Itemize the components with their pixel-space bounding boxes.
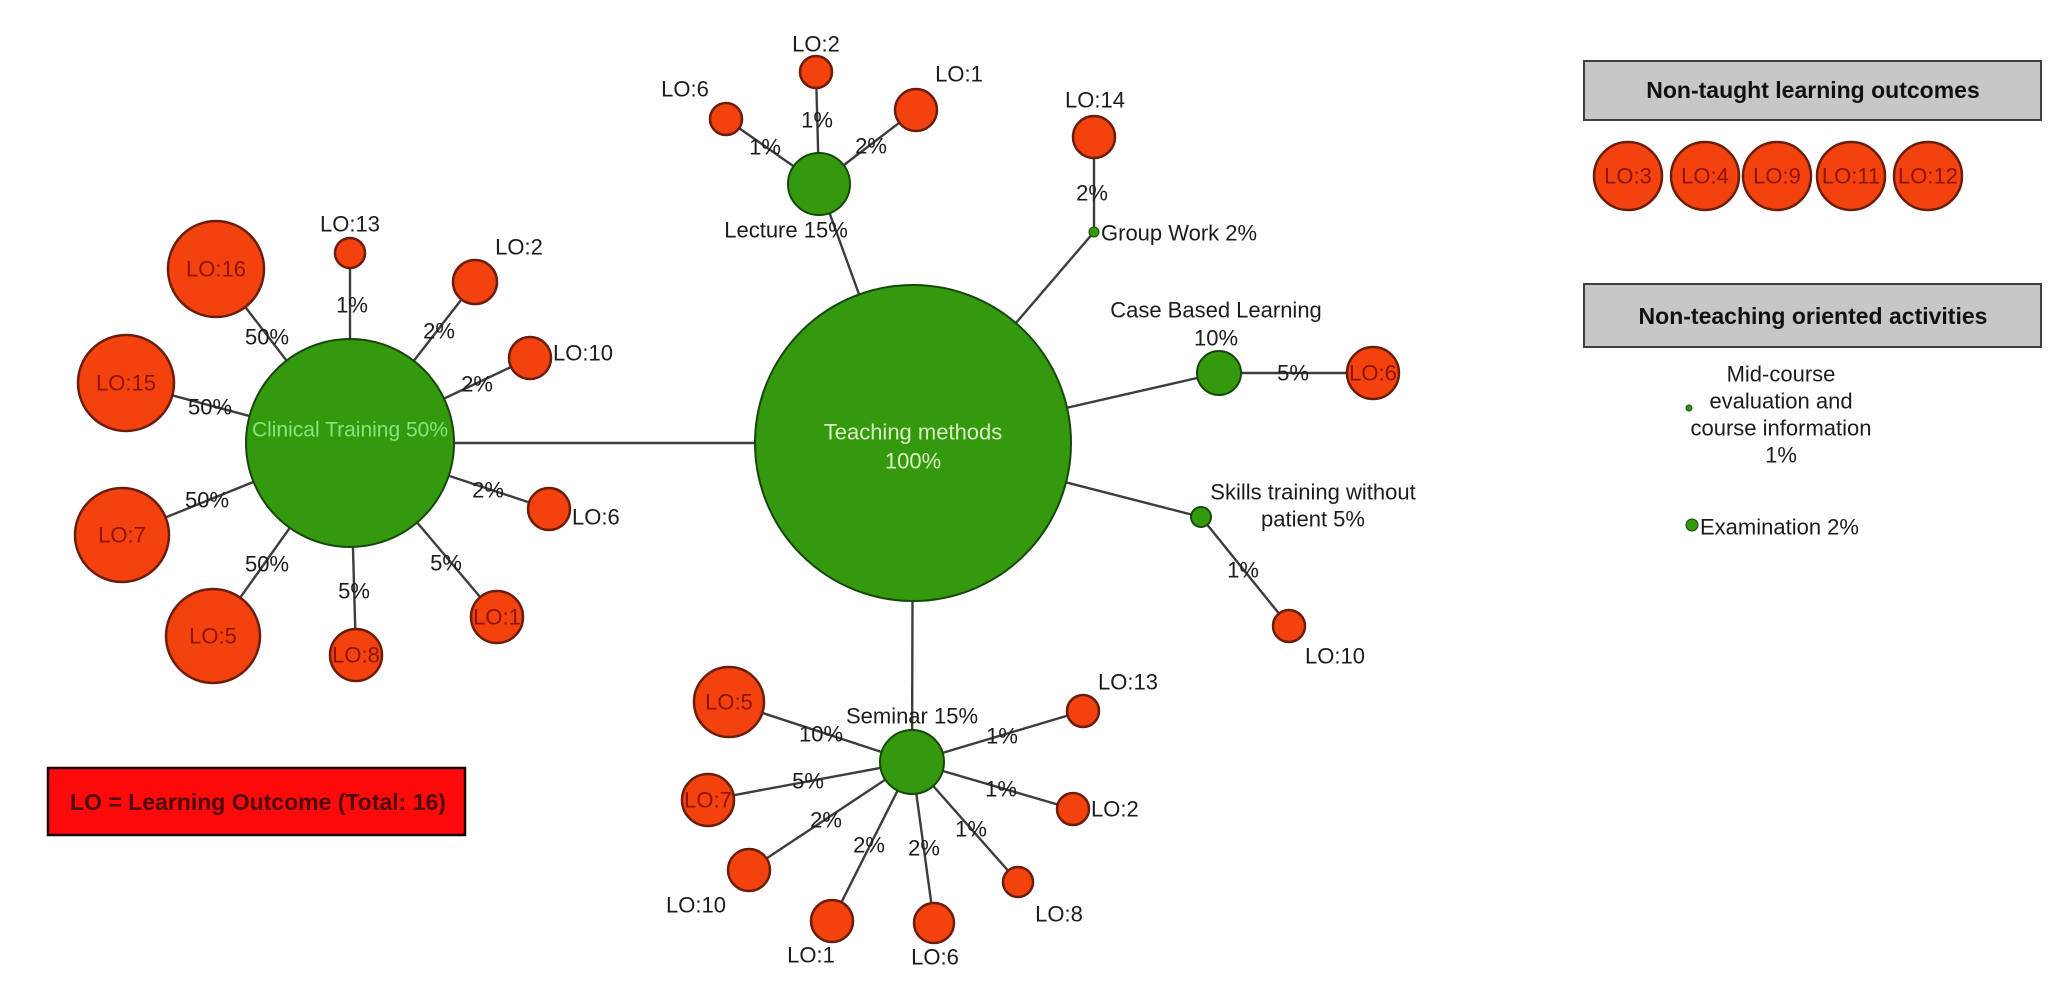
svg-text:LO:5: LO:5 [705,690,753,715]
svg-text:LO:1: LO:1 [935,62,983,87]
svg-text:1%: 1% [955,817,987,842]
svg-text:LO:1: LO:1 [787,943,835,968]
svg-text:LO:6: LO:6 [572,505,620,530]
svg-text:LO:9: LO:9 [1753,164,1801,189]
svg-text:LO:2: LO:2 [1091,797,1139,822]
svg-text:LO:10: LO:10 [553,341,613,366]
svg-text:Teaching methods: Teaching methods [824,420,1003,445]
svg-text:1%: 1% [801,108,833,133]
svg-text:LO:2: LO:2 [792,32,840,57]
svg-text:2%: 2% [461,372,493,397]
svg-text:LO:3: LO:3 [1604,164,1652,189]
svg-text:10%: 10% [799,722,843,747]
svg-text:5%: 5% [792,769,824,794]
svg-text:Examination 2%: Examination 2% [1700,515,1859,540]
svg-text:2%: 2% [423,319,455,344]
svg-text:LO:10: LO:10 [666,893,726,918]
svg-text:Group Work 2%: Group Work 2% [1101,221,1257,246]
svg-text:50%: 50% [245,552,289,577]
svg-text:LO:6: LO:6 [1349,361,1397,386]
svg-text:10%: 10% [1194,326,1238,351]
svg-text:Case Based Learning: Case Based Learning [1110,298,1322,323]
svg-text:LO:13: LO:13 [1098,670,1158,695]
svg-text:Non-taught learning outcomes: Non-taught learning outcomes [1646,77,1980,103]
svg-text:patient 5%: patient 5% [1261,507,1365,532]
svg-text:1%: 1% [336,293,368,318]
svg-text:LO:6: LO:6 [661,77,709,102]
svg-text:LO:12: LO:12 [1898,164,1958,189]
svg-text:LO:7: LO:7 [684,788,732,813]
svg-text:5%: 5% [338,579,370,604]
svg-text:2%: 2% [810,808,842,833]
svg-text:Seminar 15%: Seminar 15% [846,704,978,729]
svg-text:Non-teaching oriented activiti: Non-teaching oriented activities [1639,303,1988,329]
svg-text:5%: 5% [1277,361,1309,386]
svg-text:LO:16: LO:16 [186,257,246,282]
svg-text:1%: 1% [985,777,1017,802]
svg-text:100%: 100% [885,449,941,474]
svg-text:LO:2: LO:2 [495,235,543,260]
svg-text:Lecture 15%: Lecture 15% [724,218,848,243]
svg-text:50%: 50% [188,395,232,420]
svg-text:LO:7: LO:7 [98,523,146,548]
svg-text:50%: 50% [245,325,289,350]
svg-text:LO = Learning Outcome (Total:: LO = Learning Outcome (Total: 16) [70,789,446,815]
svg-text:LO:1: LO:1 [473,605,521,630]
svg-text:LO:10: LO:10 [1305,644,1365,669]
svg-text:1%: 1% [1227,558,1259,583]
svg-text:Skills training without: Skills training without [1210,480,1415,505]
svg-text:1%: 1% [749,135,781,160]
svg-text:LO:4: LO:4 [1681,164,1729,189]
svg-text:LO:5: LO:5 [189,624,237,649]
svg-text:2%: 2% [472,478,504,503]
svg-text:Clinical Training 50%: Clinical Training 50% [252,419,448,442]
svg-text:course information: course information [1691,416,1872,441]
svg-text:LO:15: LO:15 [96,371,156,396]
svg-text:50%: 50% [185,488,229,513]
svg-text:evaluation and: evaluation and [1709,389,1852,414]
svg-text:LO:11: LO:11 [1822,164,1880,189]
svg-text:LO:14: LO:14 [1065,88,1125,113]
svg-text:LO:8: LO:8 [1035,902,1083,927]
svg-text:LO:8: LO:8 [332,643,380,668]
svg-text:2%: 2% [853,833,885,858]
svg-text:2%: 2% [1076,181,1108,206]
svg-text:LO:13: LO:13 [320,212,380,237]
svg-text:LO:6: LO:6 [911,945,959,970]
svg-text:2%: 2% [855,134,887,159]
svg-text:1%: 1% [1765,443,1797,468]
svg-text:Mid-course: Mid-course [1727,362,1836,387]
svg-text:5%: 5% [430,551,462,576]
svg-text:1%: 1% [986,724,1018,749]
svg-text:2%: 2% [908,836,940,861]
